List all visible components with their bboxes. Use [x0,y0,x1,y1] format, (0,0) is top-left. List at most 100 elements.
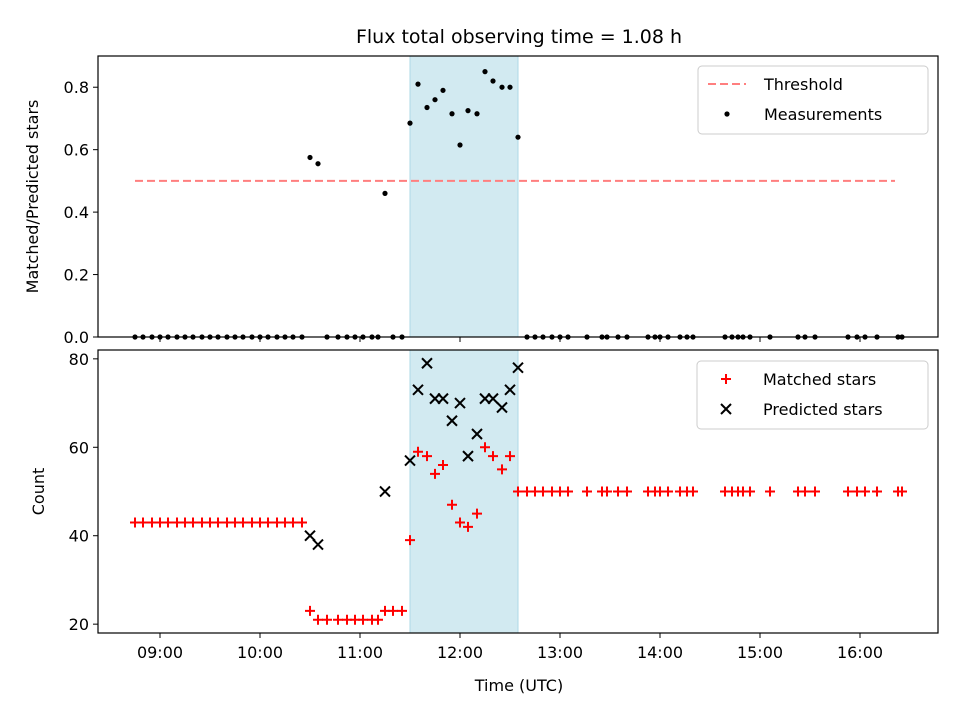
matched-stars-point [447,499,457,510]
matched-stars-point [422,451,432,462]
matched-stars-point [397,605,407,616]
matched-stars-point [288,517,298,528]
observing-window-shade [409,349,519,634]
matched-stars-point [373,614,383,625]
legend: Matched stars Predicted stars [696,360,929,430]
matched-stars-point [388,605,398,616]
matched-stars-point [663,486,673,497]
y-tick-label: 40 [69,527,89,546]
legend-swatch [720,403,732,415]
legend-label: Threshold [763,75,843,94]
measurements-point [424,104,430,111]
matched-stars-point [582,486,592,497]
legend-label: Measurements [764,105,882,124]
x-tick-label: 13:00 [537,643,583,662]
matched-stars-point [472,508,482,519]
matched-stars-point [305,605,315,616]
y-tick-label: 0.6 [64,141,89,160]
y-tick-label: 80 [69,350,89,369]
matched-stars-point [688,486,698,497]
matched-stars-point [358,614,368,625]
x-tick-label: 09:00 [137,643,183,662]
measurements-point [415,81,421,87]
y-tick-label: 0.8 [64,78,89,97]
predicted-stars-point [437,392,449,405]
measurements-point [432,97,438,103]
measurements-point [474,111,480,117]
legend-label: Predicted stars [763,400,883,419]
matched-stars-point [455,517,465,528]
y-axis-label: Matched/Predicted stars [23,100,42,294]
matched-stars-point [297,517,307,528]
measurements-point [449,111,455,117]
matched-stars-point [622,486,632,497]
matched-stars-point [538,486,548,497]
y-axis-label: Count [29,468,48,516]
predicted-stars-point [379,485,391,498]
matched-stars-point [188,517,198,528]
matched-stars-point [313,614,323,625]
matched-stars-point [322,614,332,625]
x-tick-label: 10:00 [237,643,283,662]
predicted-stars-point [421,357,433,369]
legend-swatch [721,374,731,384]
matched-stars-point [213,517,223,528]
matched-stars-point [872,486,882,497]
axes-frame [97,55,939,338]
predicted-stars-point [304,530,316,542]
x-axis-label: Time (UTC) [474,676,563,695]
matched-stars-point [480,442,490,453]
predicted-stars-point [496,401,508,414]
matched-stars-point [810,486,820,497]
chart-title: Flux total observing time = 1.08 h [356,26,682,48]
matched-stars-point [613,486,623,497]
x-tick-label: 12:00 [437,643,483,662]
predicted-stars-point [487,392,499,405]
matched-stars-point [163,517,173,528]
y-tick-label: 0.4 [64,203,89,222]
matched-stars-point [438,459,448,470]
measurements-point [307,154,313,161]
predicted-stars-point [446,415,458,427]
measurements-point [382,190,388,196]
predicted-stars-point [504,384,516,396]
matched-stars-point [488,451,498,462]
measurements-point [457,142,463,148]
matched-stars-point [602,486,612,497]
observing-window-shade [409,55,519,338]
top-panel: 0.0 0.2 0.4 0.6 0.8 Matched/Predicted stars Th… [23,55,939,347]
matched-stars-point [333,614,343,625]
matched-stars-point [843,486,853,497]
measurements-point [507,84,513,90]
legend: Threshold Measurements [697,65,929,135]
matched-stars-point [513,486,523,497]
predicted-stars-point [471,428,483,440]
x-tick-label: 11:00 [337,643,383,662]
predicted-stars-point [512,361,524,374]
measurements-point [499,84,505,90]
matched-stars-point [860,486,870,497]
matched-stars-point [497,464,507,475]
measurements-point [515,134,521,140]
predicted-stars-point [412,384,424,396]
predicted-stars-point [454,397,466,409]
matched-stars-point [430,468,440,479]
y-tick-label: 0.0 [64,328,89,347]
predicted-stars-point [404,454,416,467]
matched-stars-point [505,451,515,462]
series-group [130,357,907,625]
measurements-point [465,108,471,114]
y-tick-label: 20 [69,615,89,634]
matched-stars-point [413,446,423,457]
matched-stars-point [463,521,473,532]
matched-stars-point [765,486,775,497]
measurements-point [440,87,446,93]
predicted-stars-point [312,538,324,551]
matched-stars-point [238,517,248,528]
matched-stars-point [563,486,573,497]
matched-stars-point [745,486,755,497]
matched-stars-point [800,486,810,497]
measurements-point [490,78,496,84]
x-tick-label: 15:00 [737,643,783,662]
y-tick-label: 0.2 [64,266,89,285]
